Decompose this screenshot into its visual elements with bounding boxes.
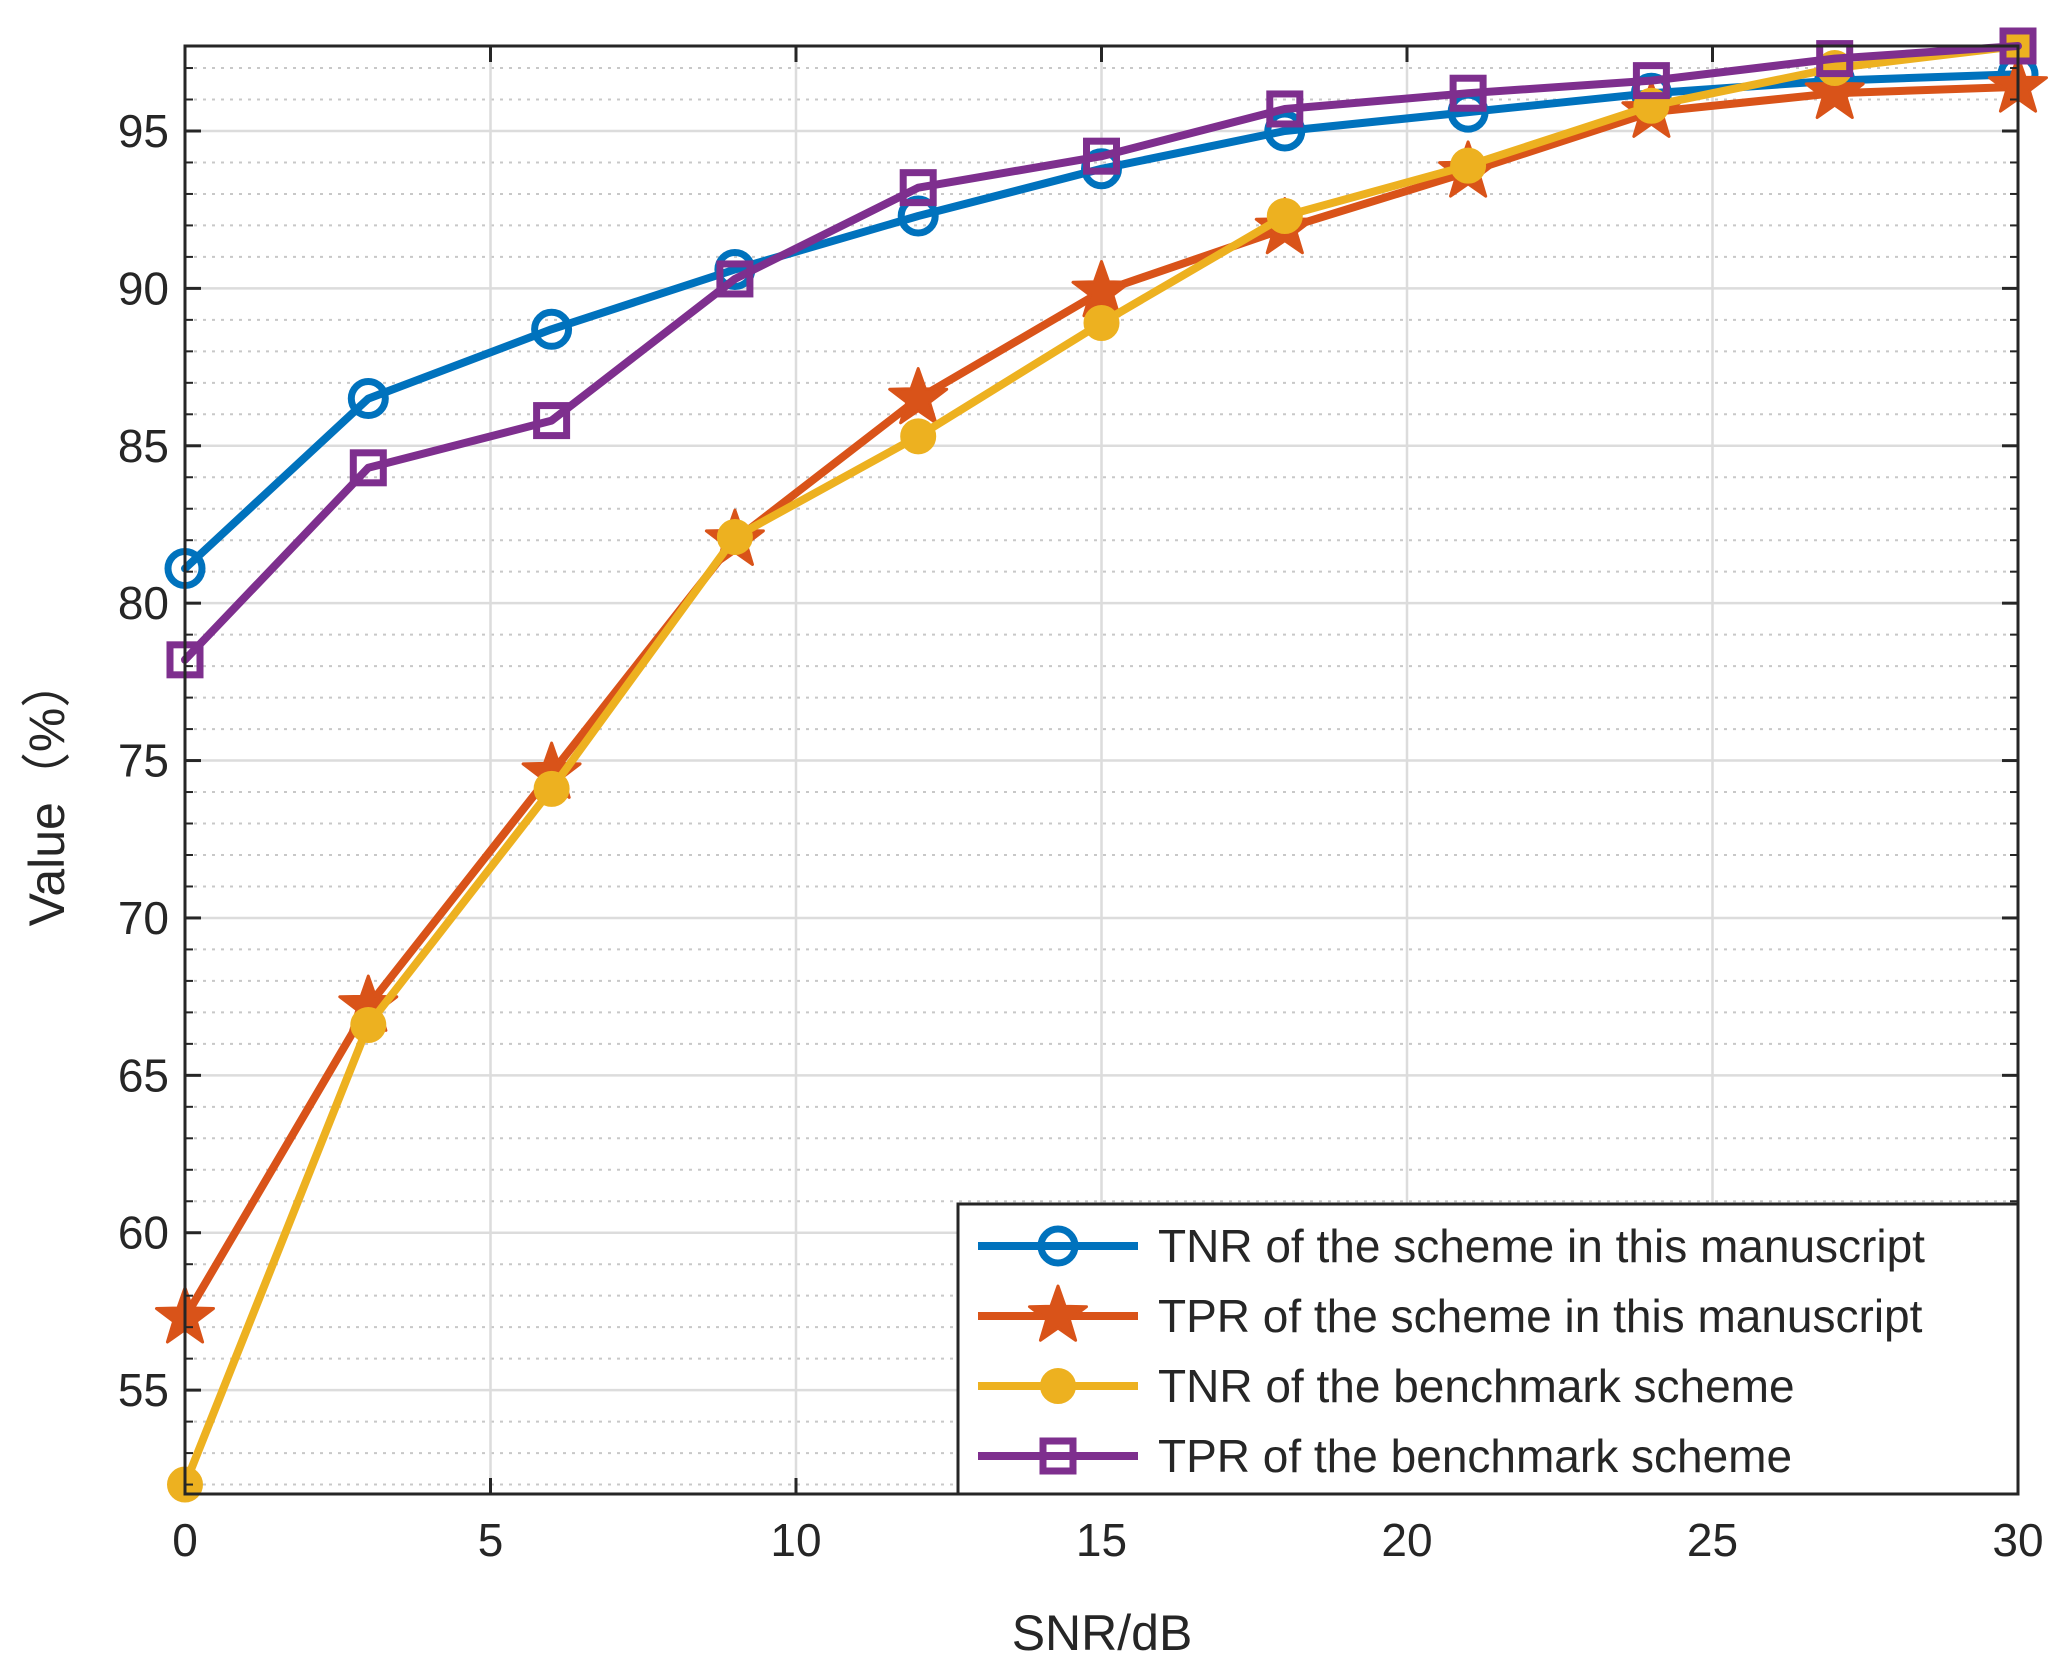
legend-box bbox=[956, 1202, 2020, 1496]
legend-label: TNR of the benchmark scheme bbox=[1158, 1360, 1795, 1412]
legend-entry: TNR of the scheme in this manuscript bbox=[978, 1220, 1925, 1272]
data-point-square bbox=[899, 169, 937, 207]
tick-layer: 0 5 10 15 20 25 30 55 60 65 70 75 80 85 90 95 bbox=[118, 105, 2044, 1566]
data-point-square bbox=[1632, 62, 1670, 100]
y-tick-label: 65 bbox=[118, 1049, 169, 1101]
data-point-circle bbox=[347, 378, 389, 420]
data-point-dot bbox=[350, 1006, 387, 1043]
y-tick-label: 90 bbox=[118, 262, 169, 314]
y-tick-label: 55 bbox=[118, 1364, 169, 1416]
legend-entry: TNR of the benchmark scheme bbox=[978, 1360, 1795, 1412]
data-point-square bbox=[1083, 137, 1120, 175]
y-tick-label: 85 bbox=[118, 420, 169, 472]
data-point-square bbox=[1816, 40, 1854, 78]
x-tick-label: 5 bbox=[478, 1514, 504, 1566]
data-point-circle bbox=[531, 308, 573, 350]
x-axis-title: SNR/dB bbox=[1012, 1605, 1193, 1661]
legend-label: TPR of the benchmark scheme bbox=[1158, 1430, 1792, 1482]
data-point-circle bbox=[897, 195, 939, 237]
data-point-square bbox=[716, 260, 754, 298]
y-tick-label: 60 bbox=[118, 1207, 169, 1259]
data-point-star bbox=[1071, 260, 1132, 318]
data-point-circle bbox=[1264, 110, 1306, 152]
series-layer bbox=[155, 27, 2048, 1503]
x-tick-label: 25 bbox=[1687, 1514, 1738, 1566]
legend-label: TPR of the scheme in this manuscript bbox=[1158, 1290, 1923, 1342]
data-point-square bbox=[1039, 1437, 1077, 1475]
series-line bbox=[181, 42, 2022, 664]
x-tick-label: 10 bbox=[770, 1514, 821, 1566]
legend-label: TNR of the scheme in this manuscript bbox=[1158, 1220, 1925, 1272]
data-point-square bbox=[1266, 90, 1304, 128]
x-tick-label: 0 bbox=[172, 1514, 198, 1566]
data-point-dot bbox=[1040, 1368, 1076, 1404]
data-point-square bbox=[1449, 74, 1487, 112]
data-point-star bbox=[1028, 1284, 1088, 1342]
data-point-dot bbox=[533, 770, 570, 807]
data-point-dot bbox=[1450, 147, 1487, 184]
data-point-circle bbox=[1037, 1225, 1079, 1267]
x-tick-label: 15 bbox=[1076, 1514, 1127, 1566]
data-point-star bbox=[888, 367, 949, 425]
data-point-square bbox=[349, 449, 387, 487]
x-tick-label: 30 bbox=[1992, 1514, 2043, 1566]
x-tick-label: 20 bbox=[1381, 1514, 1432, 1566]
legend: TNR of the scheme in this manuscript TPR … bbox=[956, 1202, 2020, 1496]
data-point-dot bbox=[716, 519, 753, 556]
legend-entry: TPR of the scheme in this manuscript bbox=[978, 1284, 1923, 1342]
y-tick-label: 70 bbox=[118, 892, 169, 944]
legend-entry: TPR of the benchmark scheme bbox=[978, 1430, 1792, 1482]
y-tick-label: 95 bbox=[118, 105, 169, 157]
y-tick-label: 75 bbox=[118, 735, 169, 787]
data-point-dot bbox=[1083, 305, 1120, 342]
data-point-star bbox=[1804, 61, 1865, 119]
data-point-dot bbox=[1266, 197, 1303, 234]
y-tick-label: 80 bbox=[118, 577, 169, 629]
data-point-dot bbox=[900, 418, 937, 455]
y-axis-title: Value（%） bbox=[19, 658, 75, 927]
data-point-square bbox=[533, 402, 571, 440]
